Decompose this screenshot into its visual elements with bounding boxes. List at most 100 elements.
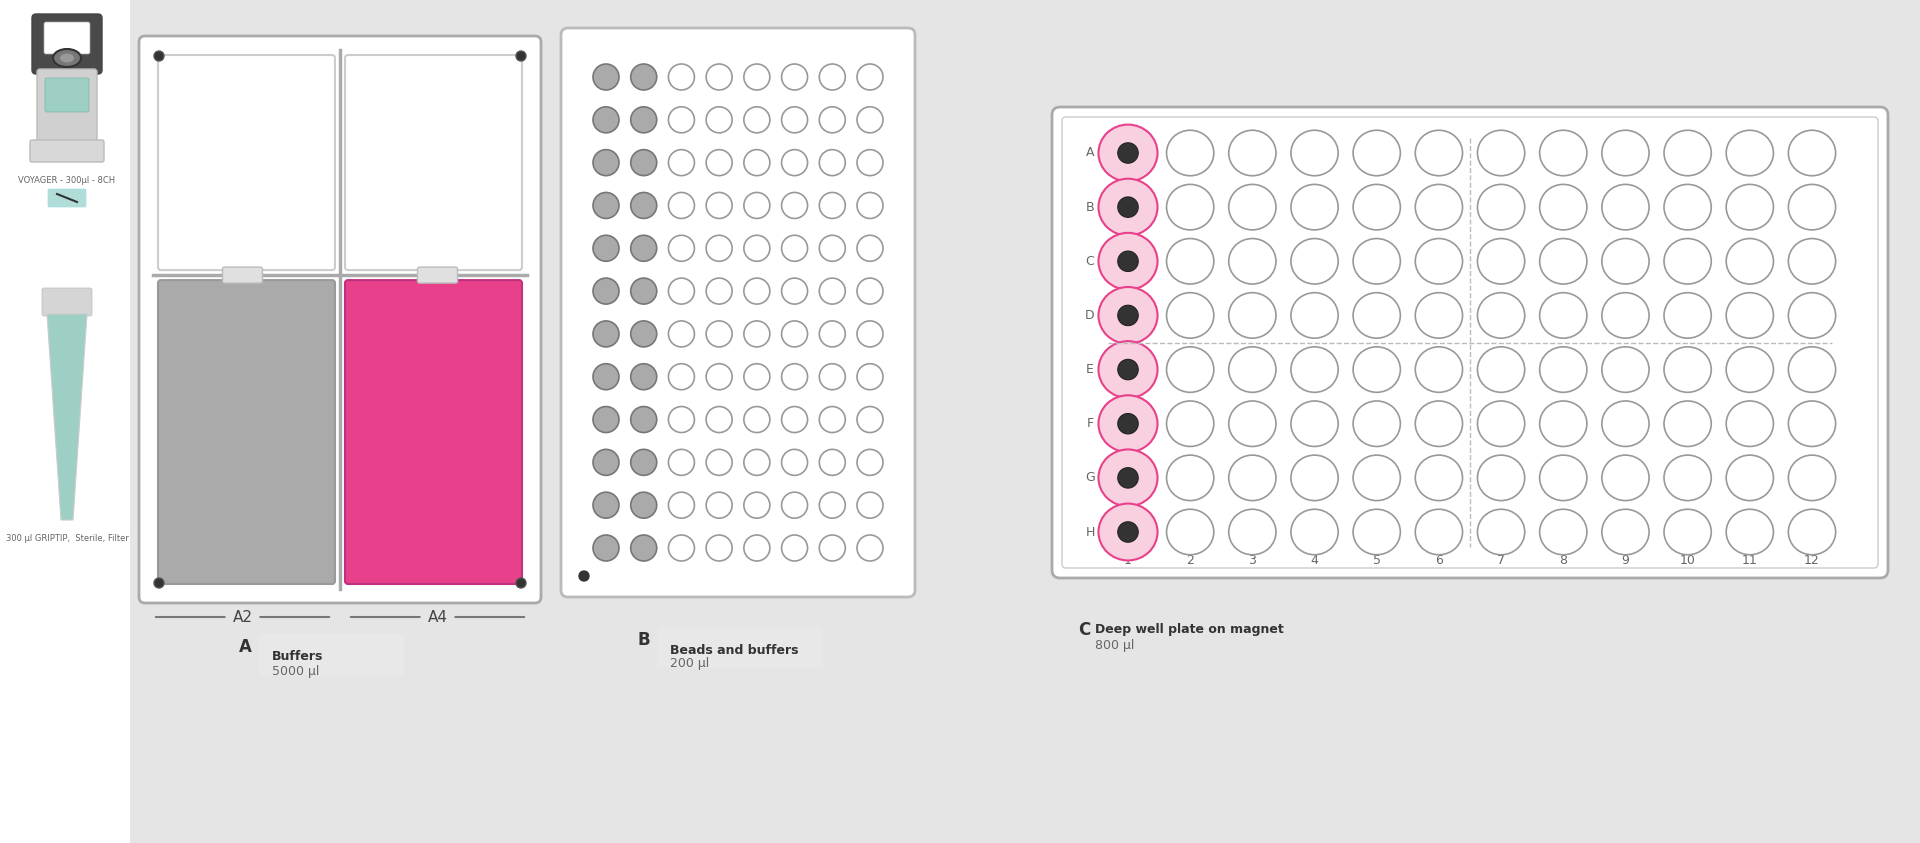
Ellipse shape	[1229, 239, 1277, 284]
Circle shape	[593, 535, 618, 561]
Circle shape	[668, 64, 695, 90]
Ellipse shape	[1478, 455, 1524, 501]
FancyBboxPatch shape	[346, 280, 522, 584]
Text: 8: 8	[1559, 554, 1567, 566]
Circle shape	[820, 64, 845, 90]
Ellipse shape	[1726, 346, 1774, 392]
Circle shape	[668, 492, 695, 518]
Ellipse shape	[1354, 509, 1400, 555]
Circle shape	[593, 107, 618, 133]
Text: 4: 4	[1311, 554, 1319, 566]
Circle shape	[856, 492, 883, 518]
Circle shape	[593, 406, 618, 432]
Circle shape	[707, 278, 732, 304]
Ellipse shape	[1415, 401, 1463, 447]
Text: Beads and buffers: Beads and buffers	[670, 643, 799, 657]
Ellipse shape	[1726, 239, 1774, 284]
Ellipse shape	[1726, 131, 1774, 175]
Circle shape	[856, 321, 883, 347]
Circle shape	[743, 278, 770, 304]
Text: 5: 5	[1373, 554, 1380, 566]
Ellipse shape	[1478, 185, 1524, 230]
Circle shape	[707, 535, 732, 561]
Circle shape	[781, 449, 808, 475]
Circle shape	[630, 535, 657, 561]
Circle shape	[781, 150, 808, 175]
FancyBboxPatch shape	[48, 189, 86, 207]
Ellipse shape	[1601, 293, 1649, 338]
Text: B: B	[1085, 201, 1094, 213]
Circle shape	[856, 363, 883, 389]
Ellipse shape	[1415, 131, 1463, 175]
Ellipse shape	[1601, 346, 1649, 392]
Circle shape	[820, 235, 845, 261]
FancyBboxPatch shape	[157, 280, 334, 584]
FancyBboxPatch shape	[157, 55, 334, 270]
Ellipse shape	[1478, 401, 1524, 447]
Ellipse shape	[1354, 239, 1400, 284]
Circle shape	[593, 192, 618, 218]
Text: 2: 2	[1187, 554, 1194, 566]
Circle shape	[630, 235, 657, 261]
Circle shape	[820, 363, 845, 389]
Text: 300 µl GRIPTIP,  Sterile, Filter: 300 µl GRIPTIP, Sterile, Filter	[6, 534, 129, 543]
Ellipse shape	[1478, 239, 1524, 284]
Circle shape	[743, 321, 770, 347]
Ellipse shape	[1290, 346, 1338, 392]
Text: C: C	[1077, 621, 1091, 639]
Text: A: A	[1085, 147, 1094, 159]
FancyBboxPatch shape	[346, 55, 522, 270]
Circle shape	[707, 492, 732, 518]
Circle shape	[668, 449, 695, 475]
Circle shape	[630, 64, 657, 90]
FancyBboxPatch shape	[1052, 107, 1887, 578]
Circle shape	[630, 406, 657, 432]
Ellipse shape	[1788, 401, 1836, 447]
Circle shape	[630, 449, 657, 475]
Ellipse shape	[1726, 509, 1774, 555]
Circle shape	[630, 278, 657, 304]
Circle shape	[707, 406, 732, 432]
Circle shape	[820, 321, 845, 347]
Ellipse shape	[1415, 293, 1463, 338]
Circle shape	[856, 278, 883, 304]
Circle shape	[743, 192, 770, 218]
Circle shape	[630, 492, 657, 518]
Ellipse shape	[1229, 185, 1277, 230]
Circle shape	[593, 278, 618, 304]
Circle shape	[668, 321, 695, 347]
Text: H: H	[1085, 525, 1094, 539]
Ellipse shape	[1540, 131, 1588, 175]
Circle shape	[1117, 142, 1139, 164]
Circle shape	[580, 571, 589, 581]
Text: 11: 11	[1741, 554, 1757, 566]
Ellipse shape	[1540, 401, 1588, 447]
Circle shape	[630, 150, 657, 175]
FancyBboxPatch shape	[44, 78, 88, 112]
Ellipse shape	[1290, 293, 1338, 338]
Ellipse shape	[1540, 509, 1588, 555]
Ellipse shape	[1098, 449, 1158, 507]
FancyBboxPatch shape	[36, 69, 98, 145]
Ellipse shape	[1167, 239, 1213, 284]
Polygon shape	[46, 314, 86, 520]
Ellipse shape	[54, 49, 81, 67]
Ellipse shape	[1229, 346, 1277, 392]
Ellipse shape	[1415, 509, 1463, 555]
Circle shape	[630, 107, 657, 133]
Circle shape	[781, 107, 808, 133]
Circle shape	[856, 235, 883, 261]
Circle shape	[707, 192, 732, 218]
Circle shape	[856, 107, 883, 133]
Circle shape	[1117, 413, 1139, 434]
Text: 800 µl: 800 µl	[1094, 640, 1135, 652]
Circle shape	[781, 363, 808, 389]
Circle shape	[781, 535, 808, 561]
Circle shape	[593, 64, 618, 90]
Circle shape	[154, 578, 163, 588]
Circle shape	[630, 321, 657, 347]
Circle shape	[154, 51, 163, 61]
Ellipse shape	[1167, 293, 1213, 338]
Circle shape	[1117, 305, 1139, 325]
Circle shape	[781, 492, 808, 518]
